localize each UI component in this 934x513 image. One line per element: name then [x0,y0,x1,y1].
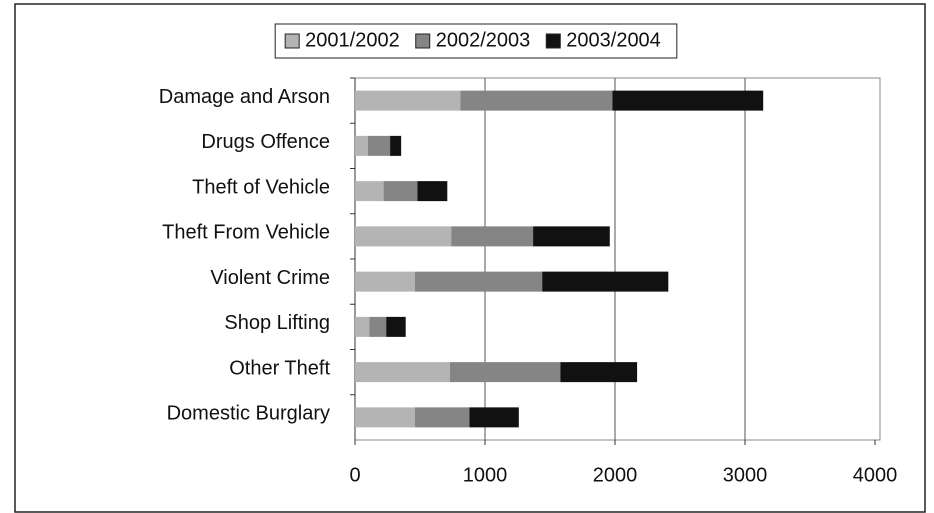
legend-label: 2003/2004 [566,29,661,51]
bar-segment [469,407,519,428]
y-tick-label: Theft of Vehicle [192,176,330,198]
bar-segment [386,316,406,337]
bar-segment [383,181,418,202]
y-tick-label: Theft From Vehicle [162,222,330,244]
plot-area [354,77,881,441]
y-tick-label: Shop Lifting [224,312,330,334]
x-tick-label: 2000 [593,464,638,486]
bar-segment [414,407,470,428]
legend-box [274,23,678,59]
bar-segment [355,226,452,247]
bar-segment [414,271,543,292]
legend-swatch [545,33,561,49]
bar-segment [355,90,461,111]
y-tick-label: Damage and Arson [159,86,330,108]
legend-swatch [415,33,431,49]
bar-segment [449,362,561,383]
y-tick-label: Drugs Offence [201,131,330,153]
bar-segment [560,362,638,383]
legend-label: 2001/2002 [305,29,400,51]
legend-swatch [284,33,300,49]
y-tick-label: Other Theft [229,357,330,379]
bar-segment [355,135,368,156]
x-tick-label: 0 [349,464,360,486]
bar-segment [369,316,387,337]
y-tick-label: Violent Crime [210,267,330,289]
bar-segment [417,181,448,202]
bar-segment [355,181,384,202]
x-tick-label: 3000 [723,464,768,486]
bar-segment [355,362,450,383]
bar-segment [368,135,391,156]
bar-segment [460,90,613,111]
bar-segment [355,271,415,292]
x-tick-label: 4000 [853,464,898,486]
x-tick-label: 1000 [463,464,508,486]
bar-segment [390,135,402,156]
y-tick-label: Domestic Burglary [167,403,330,425]
bar-segment [533,226,610,247]
bar-segment [542,271,669,292]
bar-segment [355,316,370,337]
bar-segment [355,407,415,428]
legend-label: 2002/2003 [436,29,531,51]
bar-segment [612,90,764,111]
bar-segment [451,226,534,247]
